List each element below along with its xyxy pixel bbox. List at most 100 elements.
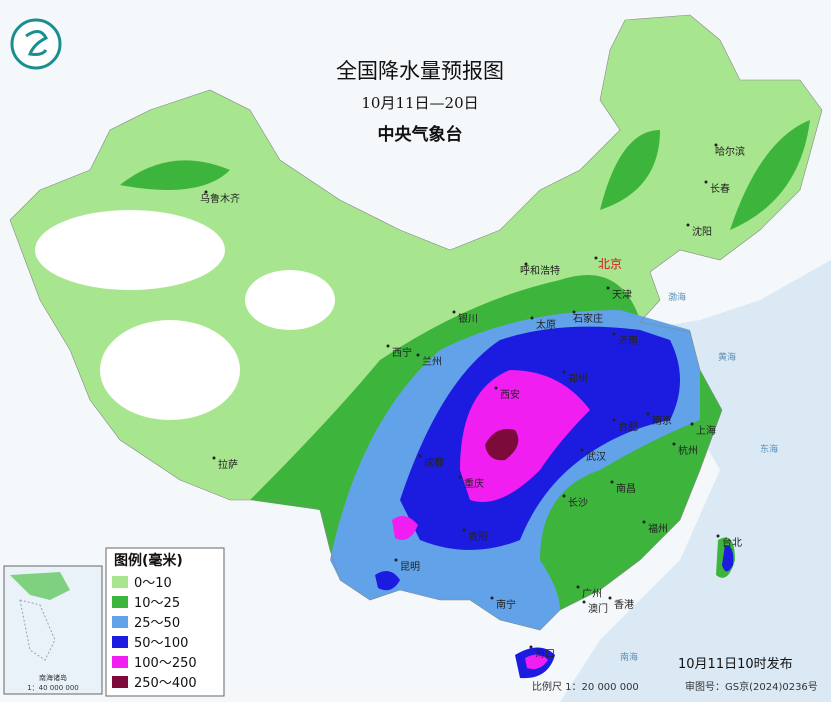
region-level-4: [525, 654, 548, 669]
city-label: 沈阳: [692, 225, 712, 238]
city-label: 西宁: [392, 346, 412, 359]
legend-label: 0～10: [134, 576, 172, 591]
legend-swatch: [112, 656, 128, 668]
legend-label: 25～50: [134, 616, 180, 631]
city-dot: [394, 558, 398, 562]
city-dot: [646, 412, 650, 416]
city-label: 长春: [710, 183, 730, 195]
city-label: 重庆: [464, 477, 484, 490]
legend-swatch: [112, 596, 128, 608]
city-dot: [416, 353, 420, 357]
city-label: 南宁: [496, 598, 516, 611]
city-dot: [452, 310, 456, 314]
city-label: 乌鲁木齐: [200, 192, 240, 205]
logo-mark: [25, 30, 49, 56]
city-dot: [610, 480, 614, 484]
city-label: 成都: [424, 457, 444, 469]
city-label: 哈尔滨: [715, 145, 745, 158]
city-dot: [562, 370, 566, 374]
region-level-3: [722, 545, 734, 572]
dry-area: [245, 270, 335, 330]
city-label: 澳门: [588, 602, 608, 615]
city-label: 南京: [652, 414, 672, 427]
city-labels: 乌鲁木齐 哈尔滨 长春 沈阳 北京 天津 呼和浩特 石家庄 太原 银川 西宁 兰…: [200, 143, 745, 660]
sea-area: [560, 260, 831, 702]
city-label: 福州: [648, 522, 668, 535]
city-label: 天津: [612, 289, 632, 301]
inset-land: [10, 572, 70, 600]
city-dot: [576, 585, 580, 589]
legend-label: 250～400: [134, 676, 197, 691]
city-dot: [612, 418, 616, 422]
city-dot: [672, 442, 676, 446]
inset-scale: 1：40 000 000: [27, 684, 79, 692]
city-label: 太原: [536, 318, 556, 331]
city-dot: [572, 310, 576, 314]
map-scale: 比例尺 1：20 000 000: [532, 680, 639, 693]
city-dot: [530, 316, 534, 320]
inset-title: 南海诸岛: [39, 673, 67, 682]
inset-boundary: [19, 599, 56, 661]
region-level-1: [600, 130, 660, 210]
city-label: 武汉: [586, 450, 606, 463]
release-time: 10月11日10时发布: [678, 656, 793, 672]
city-dot: [690, 422, 694, 426]
city-dot: [714, 143, 718, 147]
city-label: 北京: [598, 257, 622, 271]
sea-label: 东海: [760, 443, 778, 455]
city-dot: [418, 454, 422, 458]
city-label: 台北: [722, 536, 742, 549]
city-label: 杭州: [678, 444, 698, 457]
city-label: 济南: [618, 334, 638, 347]
city-label: 兰州: [422, 355, 442, 368]
city-dot: [686, 223, 690, 227]
city-dot: [562, 494, 566, 498]
issuer: 中央气象台: [378, 124, 463, 145]
city-label: 香港: [614, 599, 634, 611]
legend-label: 10～25: [134, 596, 180, 611]
city-dot: [716, 534, 720, 538]
city-label: 海口: [535, 647, 555, 660]
city-dot: [612, 332, 616, 336]
city-label: 石家庄: [573, 312, 603, 325]
city-label: 广州: [582, 588, 602, 600]
city-dot: [458, 475, 462, 479]
city-label: 西安: [500, 388, 520, 401]
city-label: 昆明: [400, 561, 420, 573]
legend-swatch: [112, 636, 128, 648]
city-label: 拉萨: [218, 458, 238, 471]
sea-label: 渤海: [668, 291, 686, 303]
national-border: [9, 14, 823, 631]
city-dot: [704, 180, 708, 184]
city-label: 上海: [696, 424, 716, 437]
city-dot: [524, 262, 528, 266]
region-level-3: [375, 571, 400, 591]
city-dot: [386, 344, 390, 348]
region-level-4: [392, 516, 418, 540]
city-dot: [642, 520, 646, 524]
date-range: 10月11日—20日: [361, 94, 478, 112]
city-label: 合肥: [618, 420, 638, 433]
legend-swatch: [112, 576, 128, 588]
map-title: 全国降水量预报图: [336, 59, 504, 83]
city-label: 南昌: [616, 482, 636, 495]
city-dot: [608, 596, 612, 600]
sea-label: 黄海: [718, 351, 736, 363]
legend-label: 100～250: [134, 656, 197, 671]
city-label: 长沙: [568, 497, 588, 509]
city-dot: [582, 600, 586, 604]
city-label: 呼和浩特: [520, 265, 560, 277]
region-level-5: [485, 429, 519, 461]
city-dot: [494, 386, 498, 390]
city-dot: [212, 456, 216, 460]
sea-label: 南海: [620, 651, 638, 663]
city-dot: [606, 286, 610, 290]
city-dot: [462, 528, 466, 532]
region-level-1: [730, 120, 810, 230]
region-level-4: [460, 370, 590, 502]
dry-area: [35, 210, 225, 290]
approval-number: 审图号：GS京(2024)0236号: [685, 680, 818, 693]
city-dot: [529, 645, 533, 649]
legend-title: 图例(毫米): [114, 552, 183, 569]
